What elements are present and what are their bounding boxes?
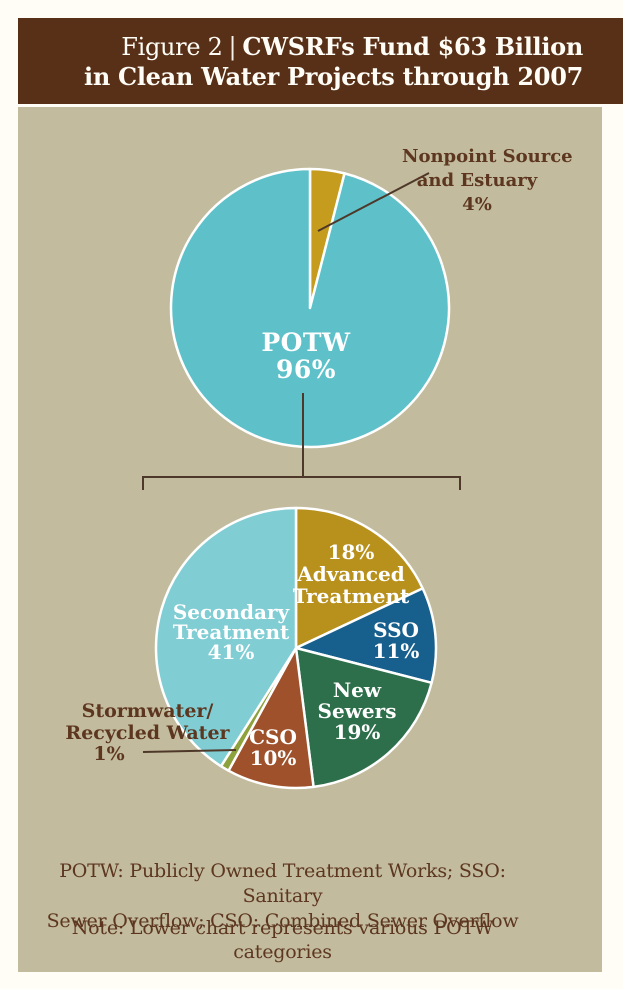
figure-number: Figure 2 <box>121 33 223 61</box>
pie-slice-cso <box>227 646 315 790</box>
label-cso: CSO 10% <box>249 725 297 770</box>
label-stormwater-recycled: Stormwater/ Recycled Water <box>65 700 230 744</box>
label-sso: SSO 11% <box>372 618 420 663</box>
nonpoint-leader-line <box>317 172 430 232</box>
figure-title-line1: Figure 2 | CWSRFs Fund $63 Billion <box>18 32 583 62</box>
pie-slice-advanced-treatment <box>294 506 424 650</box>
title-separator: | <box>228 33 237 61</box>
stormwater-leader-line <box>142 749 237 753</box>
label-secondary-treatment: Secondary Treatment 41% <box>172 600 290 664</box>
label-nonpoint-source: Nonpoint Source and Estuary 4% <box>402 146 573 215</box>
label-potw: POTW 96% <box>261 328 351 384</box>
pie-slice-potw <box>169 167 451 449</box>
figure-header: Figure 2 | CWSRFs Fund $63 Billion in Clea… <box>18 18 623 104</box>
footer-abbreviations: POTW: Publicly Owned Treatment Works; SS… <box>46 860 519 932</box>
label-stormwater-percent: 1% <box>93 743 125 765</box>
figure-title-bold: CWSRFs Fund $63 Billion <box>242 32 583 61</box>
pie-slice-new-sewers <box>294 646 433 789</box>
bracket <box>142 476 461 490</box>
footer-note: Note: Lower chart represents various POT… <box>71 917 494 963</box>
label-new-sewers: New Sewers 19% <box>317 678 397 744</box>
pie-slice-sso <box>294 587 438 685</box>
pie-potw-categories <box>154 506 438 790</box>
pie-slice-secondary-treatment <box>154 506 298 768</box>
figure-title-line2: in Clean Water Projects through 2007 <box>84 62 583 91</box>
label-advanced-treatment: 18% Advanced Treatment <box>292 540 410 608</box>
pie-total-funding <box>169 167 451 449</box>
